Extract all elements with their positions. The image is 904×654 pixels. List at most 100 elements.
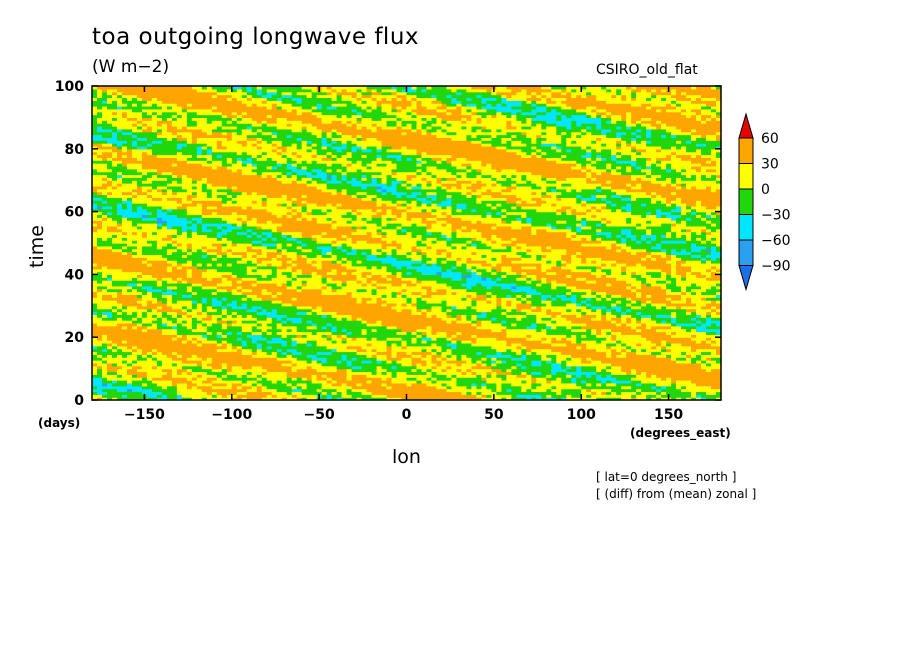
heatmap-cell (236, 351, 243, 355)
heatmap-cell (501, 391, 507, 395)
heatmap-cell (291, 388, 298, 393)
heatmap-cell (456, 351, 463, 355)
heatmap-cell (481, 360, 487, 364)
heatmap-cell (706, 345, 712, 350)
heatmap-cell (591, 382, 597, 387)
heatmap-cell (556, 382, 562, 387)
heatmap-cell (596, 380, 602, 384)
heatmap-cell (676, 354, 682, 358)
heatmap-cell (626, 345, 632, 350)
heatmap-cell (641, 380, 647, 384)
heatmap-cell (101, 348, 108, 353)
heatmap-cell (181, 374, 188, 378)
heatmap-cell (121, 365, 128, 370)
heatmap-cell (696, 354, 702, 358)
heatmap-cell (221, 368, 228, 373)
heatmap-cell (706, 374, 712, 378)
heatmap-cell (161, 368, 168, 373)
heatmap-cell (616, 345, 622, 350)
heatmap-cell (696, 388, 702, 393)
heatmap-cell (656, 357, 662, 361)
heatmap-cell (451, 377, 458, 381)
heatmap-cell (156, 371, 163, 375)
heatmap-cell (276, 388, 283, 393)
heatmap-cell (216, 368, 223, 373)
heatmap-cell (171, 351, 178, 355)
heatmap-cell (411, 397, 418, 400)
heatmap-cell (506, 365, 512, 370)
heatmap-cell (586, 360, 592, 364)
heatmap-cell (141, 360, 148, 364)
heatmap-cell (676, 397, 682, 400)
heatmap-cell (651, 354, 657, 358)
model-name: CSIRO_old_flat (596, 62, 698, 78)
heatmap-cell (441, 345, 448, 350)
heatmap-cell (651, 382, 657, 387)
heatmap-cell (556, 362, 562, 367)
heatmap-cell (556, 365, 562, 370)
heatmap-cell (616, 368, 622, 373)
heatmap-cell (676, 394, 682, 398)
heatmap-cell (286, 357, 293, 361)
heatmap-cell (221, 360, 228, 364)
heatmap-cell (221, 374, 228, 378)
heatmap-cell (406, 368, 413, 373)
heatmap-cell (331, 397, 338, 400)
heatmap-cell (711, 394, 717, 398)
heatmap-cell (331, 385, 338, 390)
heatmap-cell (381, 394, 388, 398)
heatmap-cell (296, 360, 303, 364)
heatmap-cell (436, 360, 443, 364)
heatmap-cell (511, 380, 517, 384)
heatmap-cell (491, 374, 497, 378)
heatmap-cell (176, 388, 183, 393)
heatmap-cell (596, 377, 602, 381)
heatmap-cell (591, 397, 597, 400)
heatmap-cell (371, 362, 378, 367)
heatmap-cell (166, 362, 173, 367)
heatmap-cell (281, 388, 288, 393)
heatmap-cell (286, 351, 293, 355)
heatmap-cell (546, 360, 552, 364)
heatmap-cell (536, 397, 542, 400)
heatmap-cell (246, 394, 253, 398)
heatmap-cell (126, 380, 133, 384)
heatmap-cell (606, 397, 612, 400)
heatmap-cell (276, 397, 283, 400)
heatmap-cell (186, 388, 193, 393)
heatmap-cell (166, 380, 173, 384)
heatmap-cell (376, 368, 383, 373)
heatmap-cell (231, 388, 238, 393)
heatmap-cell (591, 348, 597, 353)
heatmap-cell (231, 394, 238, 398)
heatmap-cell (181, 362, 188, 367)
heatmap-cell (716, 388, 721, 393)
heatmap-cell (206, 382, 213, 387)
heatmap-cell (301, 394, 308, 398)
heatmap-cell (131, 348, 138, 353)
heatmap-cell (106, 348, 113, 353)
heatmap-cell (146, 354, 153, 358)
heatmap-cell (686, 357, 692, 361)
heatmap-cell (181, 385, 188, 390)
heatmap-cell (651, 397, 657, 400)
heatmap-cell (546, 382, 552, 387)
heatmap-cell (701, 360, 707, 364)
heatmap-cell (566, 348, 572, 353)
heatmap-cell (506, 357, 512, 361)
heatmap-cell (616, 397, 622, 400)
heatmap-cell (606, 391, 612, 395)
heatmap-cell (166, 360, 173, 364)
heatmap-cell (551, 345, 557, 350)
heatmap-cell (506, 351, 512, 355)
heatmap-cell (466, 348, 472, 353)
heatmap-cell (586, 362, 592, 367)
heatmap-cell (411, 365, 418, 370)
heatmap-cell (171, 394, 178, 398)
heatmap-cell (586, 385, 592, 390)
heatmap-cell (486, 371, 492, 375)
heatmap-cell (666, 371, 672, 375)
heatmap-cell (431, 368, 438, 373)
heatmap-cell (466, 391, 472, 395)
heatmap-cell (486, 345, 492, 350)
